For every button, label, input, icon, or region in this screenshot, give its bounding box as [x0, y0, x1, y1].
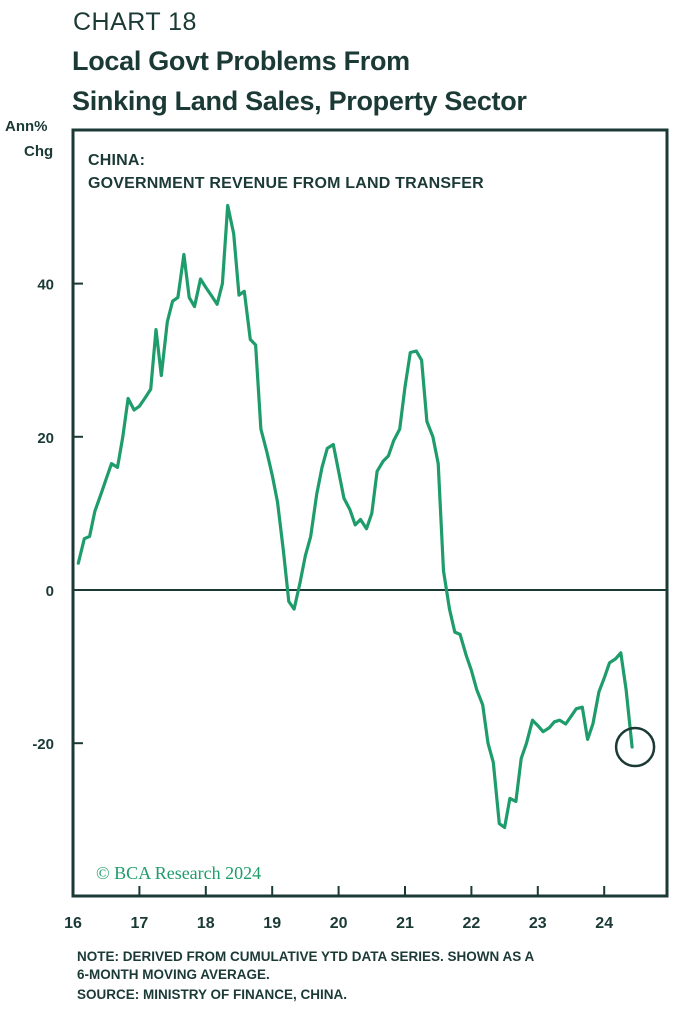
- x-tick-label: 16: [64, 915, 82, 932]
- x-tick-label: 17: [131, 915, 149, 932]
- x-tick-label: 24: [595, 915, 613, 932]
- x-tick-label: 23: [529, 915, 547, 932]
- y-axis-unit-line-2: Chg: [24, 143, 54, 160]
- y-tick-label: 40: [37, 277, 54, 294]
- x-tick-label: 18: [197, 915, 215, 932]
- y-axis-unit-line-1: Ann%: [5, 118, 48, 135]
- x-axis-ticks: 16 17 18 19 20 21 22 23 24: [64, 886, 613, 932]
- x-tick-label: 22: [463, 915, 481, 932]
- copyright-watermark: © BCA Research 2024: [96, 863, 262, 883]
- x-tick-label: 20: [330, 915, 348, 932]
- plot-frame: [71, 128, 669, 898]
- y-tick-label: 0: [46, 583, 54, 600]
- footnote-line-1: NOTE: DERIVED FROM CUMULATIVE YTD DATA S…: [77, 949, 535, 964]
- chart-number: CHART 18: [73, 8, 197, 36]
- y-axis-ticks: -20 0 20 40: [32, 277, 83, 753]
- footnote-source: SOURCE: MINISTRY OF FINANCE, CHINA.: [77, 987, 348, 1002]
- chart-title-line-1: Local Govt Problems From: [72, 46, 410, 76]
- x-tick-label: 21: [396, 915, 414, 932]
- panel-series-label: GOVERNMENT REVENUE FROM LAND TRANSFER: [88, 175, 484, 192]
- panel-country-label: CHINA:: [88, 152, 146, 169]
- footnote-line-2: 6-MONTH MOVING AVERAGE.: [77, 967, 270, 982]
- y-tick-label: -20: [32, 736, 54, 753]
- x-tick-label: 19: [263, 915, 281, 932]
- chart-title-line-2: Sinking Land Sales, Property Sector: [72, 86, 527, 116]
- highlight-circle: [614, 726, 656, 768]
- series-line: [76, 203, 634, 830]
- y-tick-label: 20: [37, 430, 54, 447]
